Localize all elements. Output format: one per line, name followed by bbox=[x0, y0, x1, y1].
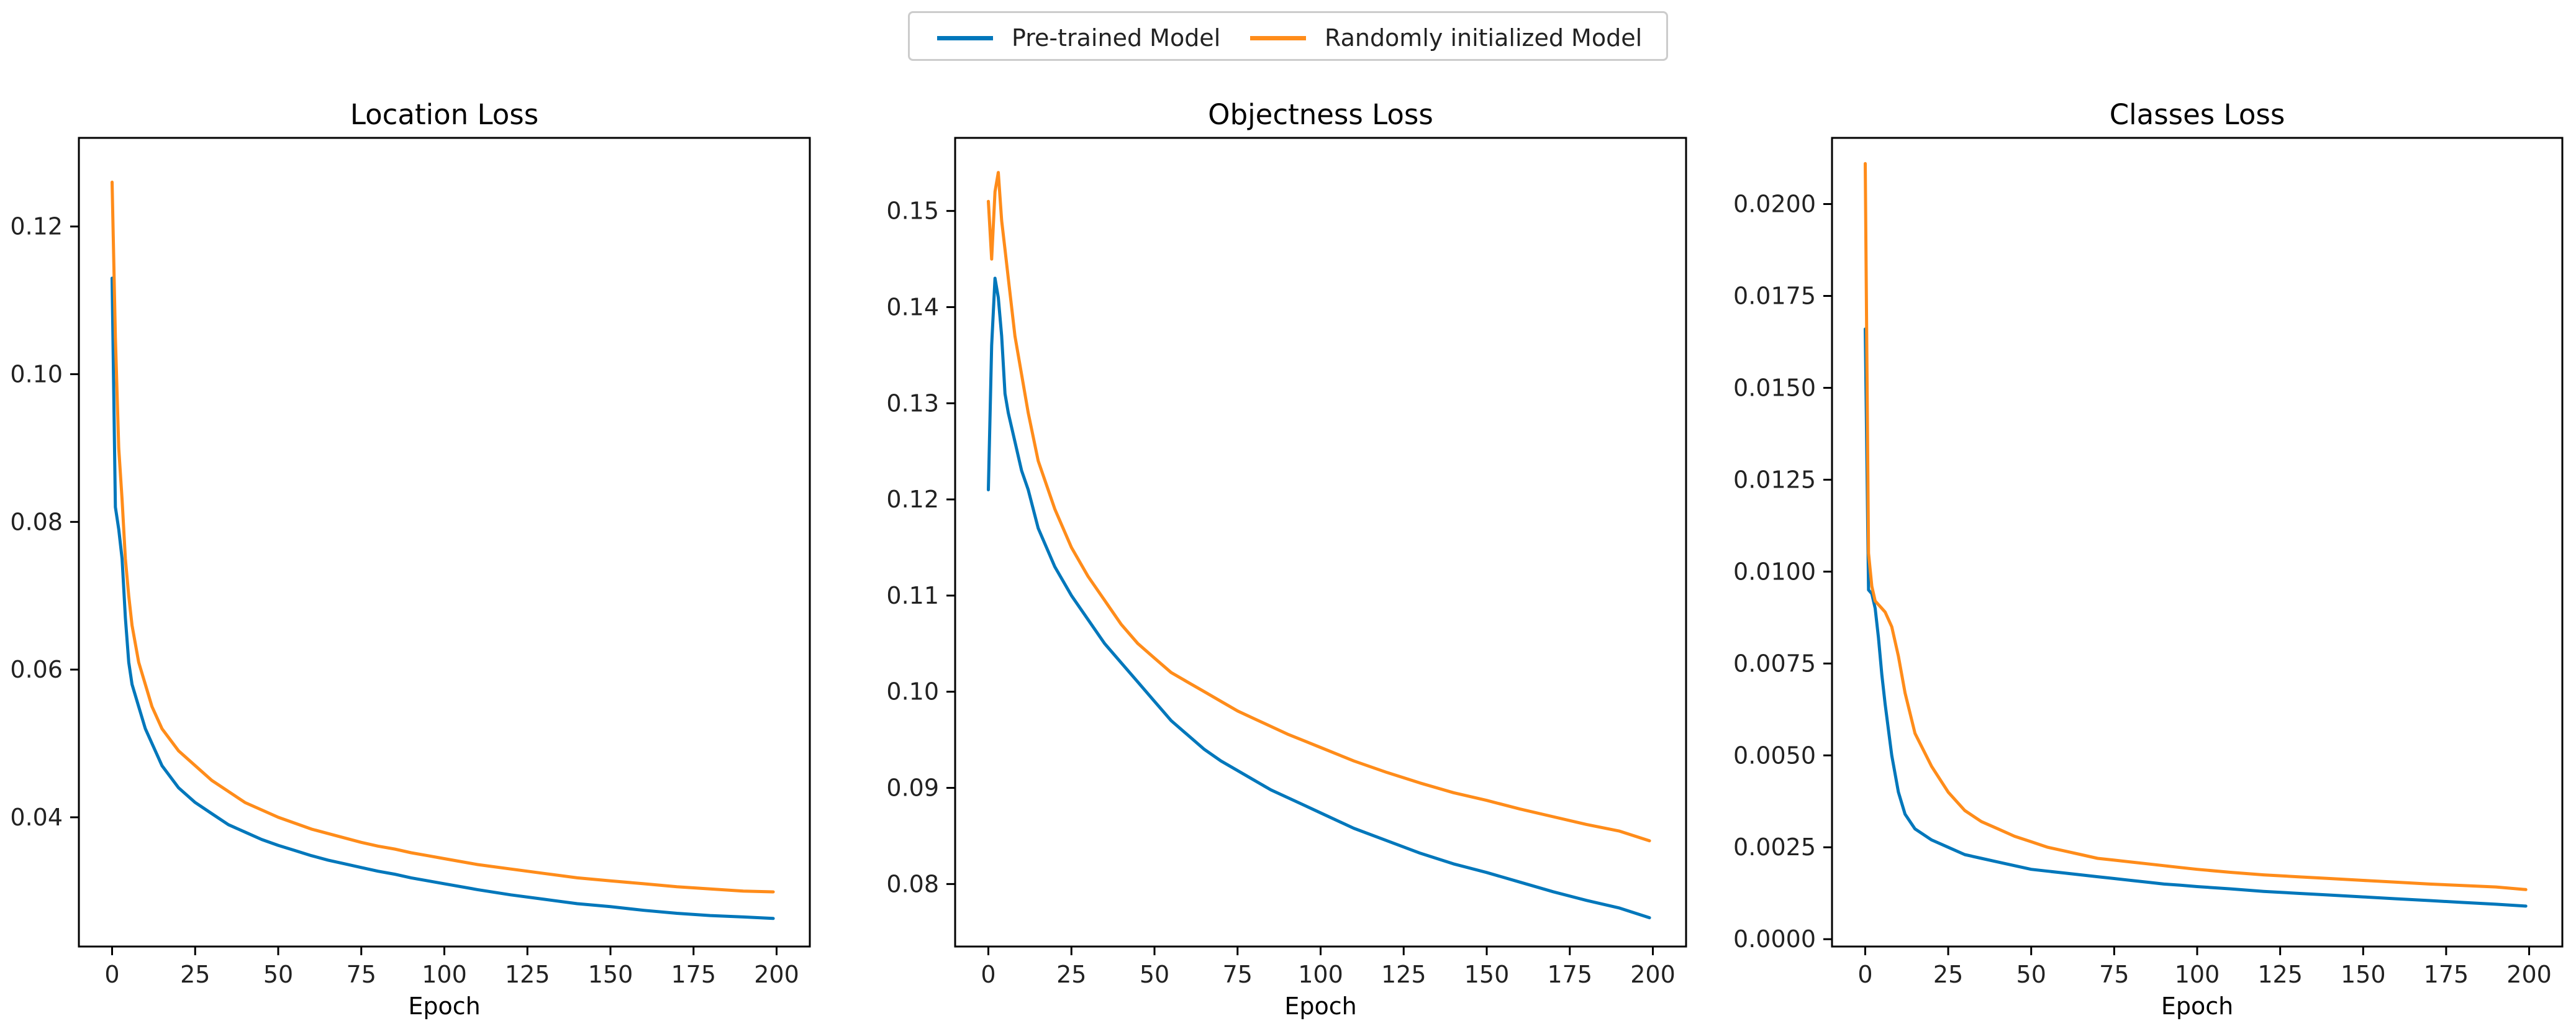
series-line-pre-trained-model-classes-loss bbox=[1864, 327, 2528, 908]
y-tick-label-5: 0.13 bbox=[886, 389, 939, 417]
series-line-pre-trained-model-location-loss bbox=[111, 276, 775, 920]
x-tick-label-25: 25 bbox=[1933, 961, 1963, 988]
y-tick-label-6: 0.0150 bbox=[1733, 374, 1816, 401]
legend-label-random: Randomly initialized Model bbox=[1325, 24, 1643, 52]
y-tick-label-3: 0.0075 bbox=[1733, 650, 1816, 677]
x-tick-label-75: 75 bbox=[1223, 961, 1253, 988]
x-tick-label-125: 125 bbox=[505, 961, 550, 988]
axes-frame-location-loss bbox=[78, 137, 811, 948]
x-tick-label-25: 25 bbox=[1056, 961, 1086, 988]
y-tick-label-2: 0.10 bbox=[886, 678, 939, 706]
y-tick-label-8: 0.0200 bbox=[1733, 191, 1816, 218]
x-tick-label-0: 0 bbox=[1857, 961, 1872, 988]
x-tick-label-25: 25 bbox=[180, 961, 210, 988]
x-tick-label-100: 100 bbox=[1298, 961, 1343, 988]
y-tick-label-6: 0.14 bbox=[886, 293, 939, 320]
x-axis-label-objectness-loss: Epoch bbox=[1284, 992, 1356, 1020]
legend-entry-random: Randomly initialized Model bbox=[1250, 13, 1642, 63]
chart-title-location-loss: Location Loss bbox=[350, 98, 538, 131]
chart-title-classes-loss: Classes Loss bbox=[2110, 98, 2285, 131]
axes-frame-classes-loss bbox=[1831, 137, 2564, 948]
x-tick-label-125: 125 bbox=[1381, 961, 1426, 988]
x-tick-label-50: 50 bbox=[2016, 961, 2046, 988]
x-tick-label-50: 50 bbox=[263, 961, 293, 988]
x-tick-label-0: 0 bbox=[981, 961, 995, 988]
y-tick-label-5: 0.0125 bbox=[1733, 466, 1816, 493]
x-tick-label-100: 100 bbox=[2175, 961, 2220, 988]
y-tick-label-1: 0.09 bbox=[886, 774, 939, 802]
y-tick-label-4: 0.0100 bbox=[1733, 558, 1816, 585]
x-axis-label-location-loss: Epoch bbox=[408, 992, 480, 1020]
legend-entry-pretrained: Pre-trained Model bbox=[937, 13, 1220, 63]
y-tick-label-4: 0.12 bbox=[886, 486, 939, 513]
x-tick-label-175: 175 bbox=[671, 961, 716, 988]
x-axis-label-classes-loss: Epoch bbox=[2161, 992, 2233, 1020]
x-tick-label-125: 125 bbox=[2257, 961, 2303, 988]
x-tick-label-75: 75 bbox=[2099, 961, 2129, 988]
chart-legend: Pre-trained Model Randomly initialized M… bbox=[908, 11, 1668, 61]
x-tick-label-175: 175 bbox=[1547, 961, 1592, 988]
legend-swatch-pretrained bbox=[937, 35, 993, 40]
x-tick-label-75: 75 bbox=[347, 961, 376, 988]
y-tick-label-0: 0.08 bbox=[886, 870, 939, 897]
y-tick-label-7: 0.15 bbox=[886, 198, 939, 225]
panel-objectness-loss: 0 25 50 75 100 125 150 175 200 0.08 0.09 0.10 0.11 0.… bbox=[886, 98, 1687, 1020]
x-tick-label-150: 150 bbox=[1464, 961, 1510, 988]
x-tick-label-200: 200 bbox=[2506, 961, 2552, 988]
axes-frame-objectness-loss bbox=[954, 137, 1687, 948]
y-tick-label-1: 0.06 bbox=[10, 656, 63, 683]
series-line-pre-trained-model-objectness-loss bbox=[987, 276, 1651, 920]
chart-title-objectness-loss: Objectness Loss bbox=[1208, 98, 1433, 131]
y-tick-label-3: 0.11 bbox=[886, 582, 939, 609]
x-tick-label-175: 175 bbox=[2424, 961, 2469, 988]
x-tick-label-50: 50 bbox=[1140, 961, 1169, 988]
y-tick-label-4: 0.12 bbox=[10, 213, 63, 240]
series-line-randomly-initialized-model-objectness-loss bbox=[987, 171, 1651, 843]
series-line-randomly-initialized-model-classes-loss bbox=[1864, 161, 2528, 891]
x-tick-label-200: 200 bbox=[1630, 961, 1676, 988]
y-tick-label-2: 0.08 bbox=[10, 508, 63, 535]
x-tick-label-150: 150 bbox=[588, 961, 633, 988]
y-tick-label-2: 0.0050 bbox=[1733, 742, 1816, 769]
x-tick-label-100: 100 bbox=[422, 961, 467, 988]
series-line-randomly-initialized-model-location-loss bbox=[111, 180, 775, 894]
y-tick-label-7: 0.0175 bbox=[1733, 282, 1816, 309]
x-tick-label-0: 0 bbox=[104, 961, 119, 988]
x-tick-label-200: 200 bbox=[754, 961, 799, 988]
panel-classes-loss: 0 25 50 75 100 125 150 175 200 0.0000 0.0025 0.0050… bbox=[1733, 98, 2564, 1020]
y-tick-label-1: 0.0025 bbox=[1733, 833, 1816, 861]
y-tick-label-0: 0.04 bbox=[10, 804, 63, 831]
y-tick-label-3: 0.10 bbox=[10, 360, 63, 388]
legend-label-pretrained: Pre-trained Model bbox=[1012, 24, 1221, 52]
panel-location-loss: 0 25 50 75 100 125 150 175 200 0.04 0.06 0.08 0.10 0.… bbox=[10, 98, 811, 1020]
legend-swatch-random bbox=[1250, 35, 1306, 40]
x-tick-label-150: 150 bbox=[2341, 961, 2386, 988]
y-tick-label-0: 0.0000 bbox=[1733, 925, 1816, 953]
